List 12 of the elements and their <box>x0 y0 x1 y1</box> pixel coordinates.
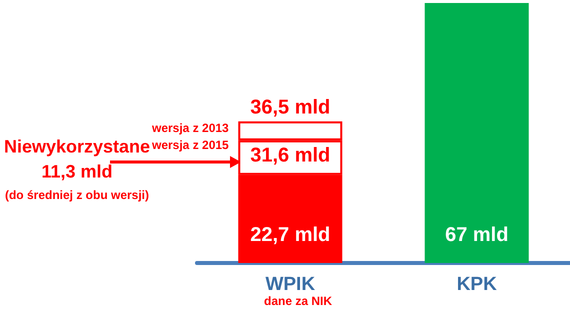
data-label: 22,7 mld <box>250 224 330 246</box>
annotation: 31,6 mld <box>250 144 330 166</box>
text: (do średniej z obu wersji) <box>4 188 150 202</box>
text: Niewykorzystane 11,3 mld <box>4 136 150 182</box>
data-label: 67 mld <box>445 224 508 246</box>
x-tick-label: WPIK <box>265 274 316 295</box>
x-tick-label: KPK <box>456 274 498 295</box>
annotation: 36,5 mld <box>250 96 330 118</box>
text: dane za NIK <box>264 294 332 308</box>
annotation: wersja z 2013 <box>151 121 230 135</box>
bar <box>424 3 529 263</box>
annotation: wersja z 2015 <box>151 138 230 152</box>
